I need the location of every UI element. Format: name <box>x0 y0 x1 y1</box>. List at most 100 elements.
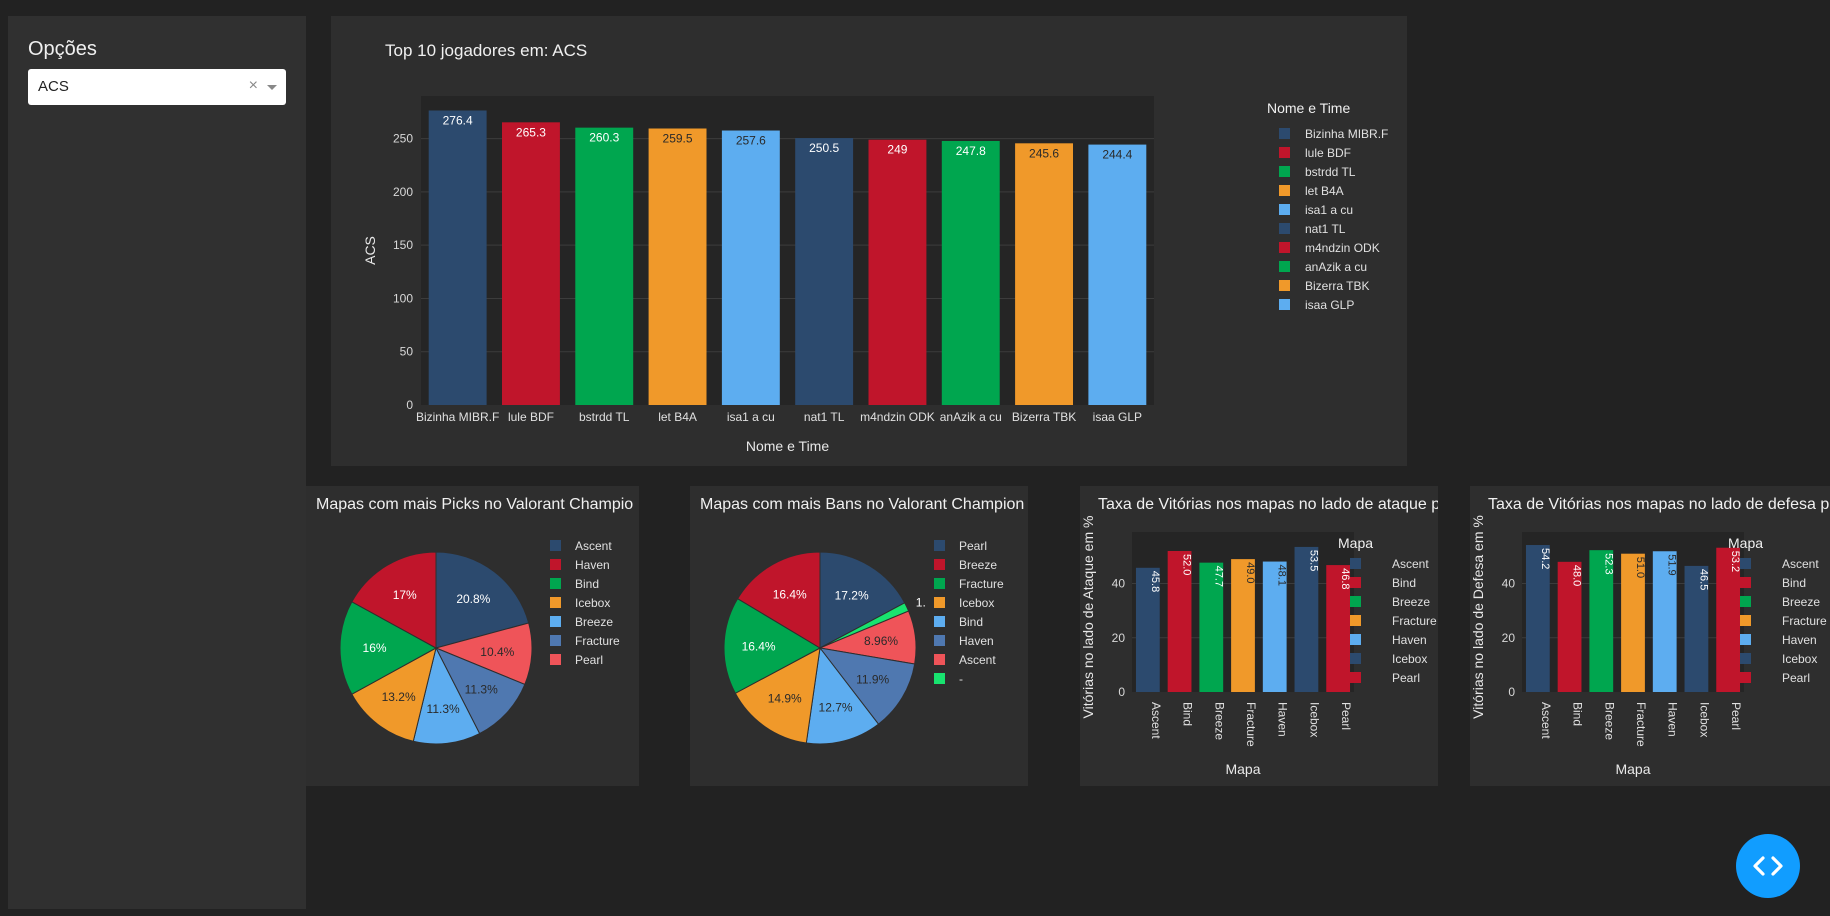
top10-chart-panel: Top 10 jogadores em: ACS 0 50 100 150 200 250 2… <box>331 16 1407 466</box>
legend-swatch <box>1279 280 1290 291</box>
legend-swatch <box>1279 223 1290 234</box>
legend-swatch <box>1279 147 1290 158</box>
data-label: 47.7 <box>1212 566 1224 587</box>
data-label: 52.0 <box>1181 554 1193 575</box>
attack-winrate-chart: Taxa de Vitórias nos mapas no lado de at… <box>1080 496 1438 777</box>
x-axis-title: Mapa <box>1225 761 1260 777</box>
legend-label: Haven <box>1392 633 1427 647</box>
y-tick-label: 20 <box>1112 631 1126 645</box>
legend-swatch <box>1279 204 1290 215</box>
bar <box>501 122 560 406</box>
metric-dropdown-value: ACS <box>38 78 69 95</box>
data-label: 54.2 <box>1539 548 1551 569</box>
x-tick-label: Icebox <box>1307 702 1321 737</box>
legend-label: m4ndzin ODK <box>1305 241 1380 255</box>
legend-label: Icebox <box>575 596 610 610</box>
x-tick-label: Ascent <box>1149 702 1163 739</box>
y-axis-title: Vitórias no lado de Ataque em % <box>1080 516 1096 719</box>
x-tick-label: Bind <box>1571 702 1585 726</box>
legend-label: Pearl <box>959 539 987 553</box>
legend-swatch <box>550 597 561 608</box>
x-tick-label: Pearl <box>1339 702 1353 730</box>
legend-label: Icebox <box>1392 652 1427 666</box>
bar <box>1652 551 1677 692</box>
legend-swatch <box>934 578 945 589</box>
legend-swatch <box>1350 596 1361 607</box>
legend-label: lule BDF <box>1305 146 1351 160</box>
bar <box>1621 553 1645 692</box>
bar <box>1135 567 1160 692</box>
legend-label: nat1 TL <box>1305 222 1346 236</box>
legend-label: Breeze <box>1782 595 1820 609</box>
x-tick-label: Fracture <box>1244 702 1258 747</box>
legend-swatch <box>1740 615 1751 626</box>
slice-label: 17% <box>393 588 417 602</box>
legend-label: isaa GLP <box>1305 298 1354 312</box>
data-label: 247.8 <box>956 144 986 158</box>
legend-swatch <box>1279 261 1290 272</box>
legend-label: bstrdd TL <box>1305 165 1356 179</box>
y-tick-label: 20 <box>1502 631 1516 645</box>
legend-swatch <box>934 597 945 608</box>
clear-icon[interactable]: × <box>248 77 258 94</box>
x-tick-label: anAzik a cu <box>940 410 1002 424</box>
data-label: 53.2 <box>1729 551 1741 572</box>
legend-label: Ascent <box>1782 557 1819 571</box>
code-toggle-button[interactable] <box>1736 834 1800 898</box>
legend-label: Ascent <box>959 653 996 667</box>
legend-swatch <box>550 654 561 665</box>
data-label: 51.0 <box>1634 557 1646 578</box>
y-axis-title: ACS <box>362 236 378 265</box>
metric-dropdown[interactable]: ACS × <box>28 69 286 105</box>
y-axis-title: Vitórias no lado de Defesa em % <box>1470 515 1486 719</box>
legend-swatch <box>1740 653 1751 664</box>
y-tick-label: 0 <box>406 398 413 412</box>
x-tick-label: Bizerra TBK <box>1012 410 1076 424</box>
bar <box>1525 545 1550 692</box>
pie-slice <box>819 551 906 649</box>
slice-label: 14.9% <box>768 691 802 705</box>
y-tick-label: 100 <box>393 291 413 305</box>
legend-swatch <box>1350 577 1361 588</box>
x-tick-label: nat1 TL <box>804 410 845 424</box>
x-tick-label: Ascent <box>1539 702 1553 739</box>
chart-title: Taxa de Vitórias nos mapas no lado de de… <box>1488 496 1829 513</box>
bans-pie-chart: Mapas com mais Bans no Valorant Champion… <box>700 496 1024 745</box>
y-tick-label: 250 <box>393 132 413 146</box>
x-tick-label: Pearl <box>1729 702 1743 730</box>
bar <box>1231 559 1255 692</box>
legend-title: Nome e Time <box>1267 100 1350 116</box>
x-tick-label: Breeze <box>1212 702 1226 740</box>
bar <box>1262 561 1287 692</box>
y-tick-label: 40 <box>1502 577 1516 591</box>
bar <box>575 127 634 405</box>
legend-label: Bind <box>1392 576 1416 590</box>
data-label: 46.5 <box>1697 569 1709 590</box>
chevron-down-icon[interactable] <box>267 85 277 90</box>
legend-swatch <box>1350 558 1361 569</box>
legend-label: Pearl <box>1392 671 1420 685</box>
pie-slice <box>351 551 437 649</box>
legend-swatch <box>1279 185 1290 196</box>
y-tick-label: 40 <box>1112 577 1126 591</box>
slice-label: 8.96% <box>864 634 898 648</box>
bar <box>795 138 854 405</box>
chart-title: Mapas com mais Picks no Valorant Champio <box>316 496 633 513</box>
bar <box>1684 565 1709 692</box>
legend-label: Bind <box>575 577 599 591</box>
x-tick-label: m4ndzin ODK <box>860 410 935 424</box>
data-label: 53.5 <box>1307 550 1319 571</box>
legend-label: Breeze <box>575 615 613 629</box>
slice-label: 16% <box>363 641 387 655</box>
data-label: 250.5 <box>809 141 839 155</box>
legend-label: Haven <box>959 634 994 648</box>
data-label: 260.3 <box>589 131 619 145</box>
pie-slice <box>412 646 481 745</box>
bar <box>721 130 780 405</box>
bar <box>1088 144 1147 405</box>
pie-slice <box>736 551 821 649</box>
pie-slice <box>723 597 822 694</box>
legend-title: Mapa <box>1728 535 1763 551</box>
pie-slice <box>434 647 526 735</box>
legend-label: let B4A <box>1305 184 1344 198</box>
